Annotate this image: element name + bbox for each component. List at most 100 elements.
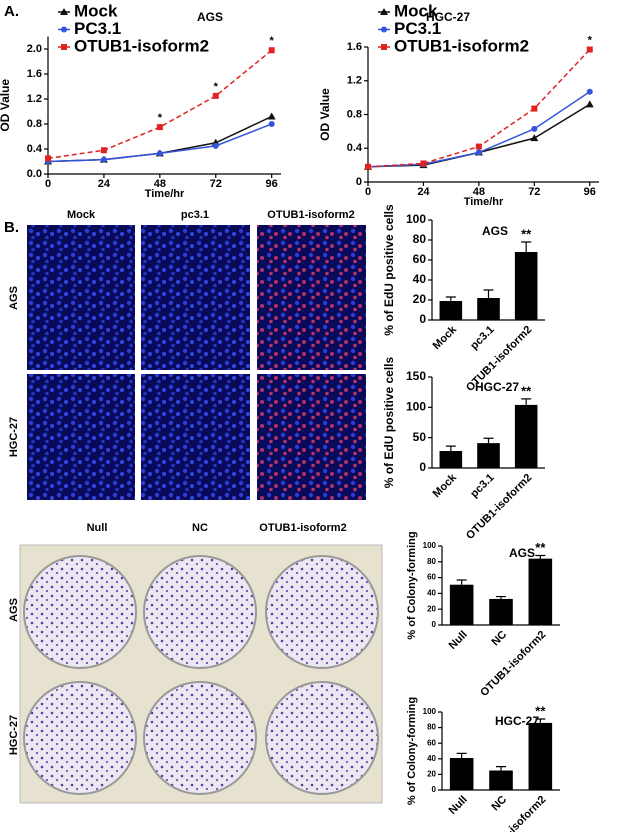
point — [60, 8, 68, 15]
legend-label: PC3.1 — [74, 19, 121, 38]
y-axis-title: % of Colony-forming — [406, 531, 418, 639]
y-axis-title: OD Value — [0, 79, 12, 132]
y-tick-label: 60 — [427, 738, 436, 747]
micrograph — [257, 374, 366, 500]
row-label: AGS — [8, 598, 20, 622]
point — [531, 105, 538, 112]
y-tick-label: 2.0 — [27, 43, 42, 55]
y-tick-label: 0 — [419, 460, 426, 474]
y-axis-title: % of EdU positive cells — [382, 204, 396, 336]
point — [268, 121, 275, 127]
error-bar — [496, 766, 506, 771]
y-tick-label: 60 — [427, 573, 436, 582]
x-tick-label: pc3.1 — [468, 324, 496, 352]
chart-title: HGC-27 — [495, 714, 539, 728]
bar — [449, 758, 474, 790]
x-tick-label: OTUB1-isoform2 — [478, 794, 548, 832]
bar — [439, 301, 463, 320]
y-tick-label: 1.6 — [27, 68, 42, 80]
y-tick-label: 40 — [427, 589, 436, 598]
bar — [528, 558, 553, 625]
error-bar — [496, 595, 506, 599]
x-tick-label: pc3.1 — [468, 472, 496, 500]
y-tick-label: 50 — [413, 430, 427, 444]
column-label: OTUB1-isoform2 — [259, 522, 346, 534]
point — [585, 100, 594, 108]
x-tick-label: 24 — [417, 186, 430, 198]
y-tick-label: 0.4 — [347, 142, 363, 154]
y-tick-label: 0.8 — [347, 108, 362, 120]
y-tick-label: 100 — [423, 707, 437, 716]
x-tick-label: 24 — [98, 178, 111, 190]
point — [212, 142, 219, 149]
series-line — [47, 49, 273, 160]
y-tick-label: 40 — [427, 754, 436, 763]
y-tick-label: 20 — [427, 604, 436, 613]
bar — [514, 252, 538, 320]
y-tick-label: 1.2 — [27, 93, 42, 105]
bar — [489, 598, 513, 625]
chart-title: AGS — [197, 10, 223, 24]
y-tick-label: 1.2 — [347, 75, 362, 87]
significance: * — [214, 81, 219, 93]
error-bar — [521, 398, 532, 405]
significance: ** — [535, 703, 546, 718]
point — [530, 134, 539, 142]
y-axis-title: % of Colony-forming — [406, 697, 418, 805]
row-label: AGS — [8, 286, 20, 310]
x-axis-title: Time/hr — [145, 188, 185, 200]
point — [531, 125, 538, 132]
point — [586, 46, 593, 53]
x-tick-label: Mock — [431, 323, 460, 352]
error-bar — [483, 437, 494, 444]
row-label: HGC-27 — [8, 417, 20, 457]
legend-label: OTUB1-isoform2 — [394, 36, 529, 55]
x-axis-title: Time/hr — [464, 196, 504, 208]
significance: * — [588, 34, 593, 46]
error-bar — [456, 579, 467, 585]
y-tick-label: 100 — [406, 212, 426, 226]
point — [475, 143, 482, 150]
y-tick-label: 20 — [413, 292, 427, 306]
significance: ** — [521, 383, 532, 398]
significance: ** — [535, 540, 546, 555]
x-tick-label: 96 — [584, 186, 596, 198]
y-tick-label: 40 — [413, 272, 427, 286]
y-tick-label: 0.0 — [27, 168, 42, 180]
micrograph — [27, 374, 135, 500]
significance: * — [270, 35, 275, 47]
chart-title: HGC-27 — [475, 380, 519, 394]
error-bar — [456, 752, 467, 759]
y-tick-label: 60 — [413, 252, 427, 266]
point — [156, 150, 163, 157]
point — [381, 26, 387, 33]
significance: ** — [521, 226, 532, 241]
bar — [477, 298, 500, 320]
error-bar — [445, 445, 456, 452]
point — [61, 26, 67, 33]
point — [365, 163, 371, 170]
column-label: Null — [87, 522, 108, 534]
significance: * — [158, 112, 163, 124]
bar — [439, 451, 463, 468]
x-tick-label: NC — [489, 629, 509, 649]
legend-label: Mock — [394, 1, 438, 20]
y-tick-label: 80 — [427, 723, 436, 732]
x-tick-label: 0 — [365, 186, 371, 198]
x-tick-label: NC — [489, 794, 509, 814]
point — [586, 88, 593, 95]
error-bar — [521, 241, 532, 252]
x-tick-label: 72 — [210, 178, 222, 190]
series-line — [367, 91, 591, 168]
error-bar — [483, 289, 494, 298]
error-bar — [445, 296, 456, 301]
x-tick-label: Null — [447, 794, 470, 817]
bar — [514, 404, 538, 468]
micrograph — [257, 225, 366, 370]
point — [212, 92, 219, 99]
point — [61, 44, 67, 50]
wells — [23, 555, 379, 795]
point — [380, 8, 388, 15]
y-tick-label: 0.8 — [27, 118, 42, 130]
